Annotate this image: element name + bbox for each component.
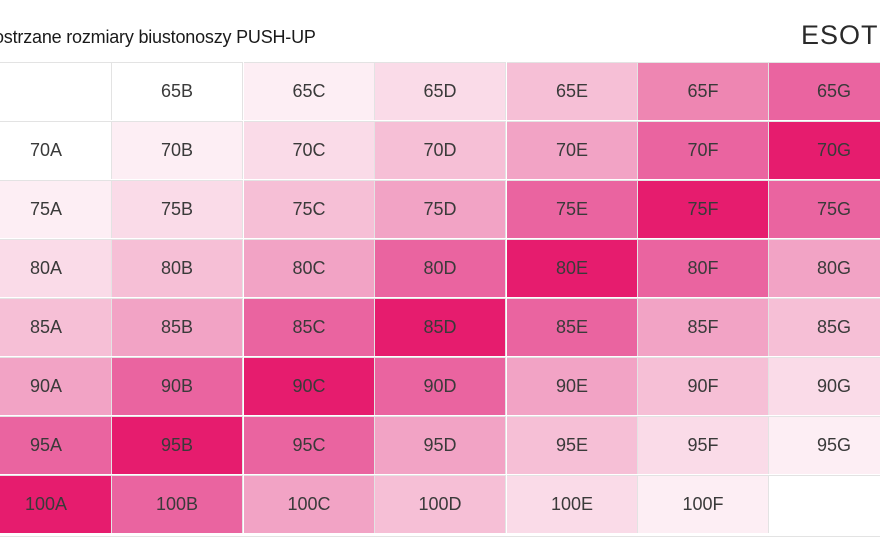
size-cell: 70F [638, 121, 769, 179]
brand-logo: ESOTIc [801, 20, 880, 51]
size-cell: 90G [769, 357, 880, 415]
header: ostrzane rozmiary biustonoszy PUSH-UP ES… [0, 0, 880, 62]
table-row: 95A 95B 95C 95D 95E 95F 95G [0, 416, 880, 475]
size-table: 65B 65C 65D 65E 65F 65G 70A 70B 70C 70D 70E 70F 70G 7… [0, 62, 880, 537]
size-cell: 95D [375, 416, 506, 474]
size-cell: 75B [112, 180, 243, 238]
table-row: 80A 80B 80C 80D 80E 80F 80G [0, 239, 880, 298]
size-cell: 100B [112, 475, 243, 533]
size-cell: 95B [112, 416, 243, 474]
size-cell: 80D [375, 239, 506, 297]
size-cell: 90C [244, 357, 375, 415]
size-cell: 100F [638, 475, 769, 533]
size-cell: 70E [507, 121, 638, 179]
table-row: 85A 85B 85C 85D 85E 85F 85G [0, 298, 880, 357]
size-cell [0, 62, 112, 120]
size-cell: 85B [112, 298, 243, 356]
size-cell: 70D [375, 121, 506, 179]
size-cell: 75G [769, 180, 880, 238]
size-cell: 65B [112, 62, 243, 120]
size-cell: 100C [244, 475, 375, 533]
size-cell: 95E [507, 416, 638, 474]
size-cell: 80B [112, 239, 243, 297]
size-cell: 100D [375, 475, 506, 533]
logo-text: ESOTI [801, 20, 880, 50]
size-cell: 80G [769, 239, 880, 297]
size-cell: 100E [507, 475, 638, 533]
size-cell: 75A [0, 180, 112, 238]
page-title: ostrzane rozmiary biustonoszy PUSH-UP [0, 27, 316, 47]
size-cell: 85G [769, 298, 880, 356]
size-cell: 90A [0, 357, 112, 415]
table-row: 70A 70B 70C 70D 70E 70F 70G [0, 121, 880, 180]
size-cell: 95F [638, 416, 769, 474]
size-cell: 90E [507, 357, 638, 415]
size-cell: 65F [638, 62, 769, 120]
size-cell: 90F [638, 357, 769, 415]
size-cell: 75E [507, 180, 638, 238]
size-cell: 70C [244, 121, 375, 179]
size-cell: 85F [638, 298, 769, 356]
size-cell: 95A [0, 416, 112, 474]
size-cell: 65C [244, 62, 375, 120]
table-row: 75A 75B 75C 75D 75E 75F 75G [0, 180, 880, 239]
size-cell: 100A [0, 475, 112, 533]
size-cell: 80E [507, 239, 638, 297]
table-row: 90A 90B 90C 90D 90E 90F 90G [0, 357, 880, 416]
size-cell: 80A [0, 239, 112, 297]
size-cell: 70G [769, 121, 880, 179]
size-cell: 65D [375, 62, 506, 120]
size-cell: 80C [244, 239, 375, 297]
size-cell: 65G [769, 62, 880, 120]
size-cell: 90B [112, 357, 243, 415]
size-cell: 75F [638, 180, 769, 238]
size-cell: 70B [112, 121, 243, 179]
size-cell: 95G [769, 416, 880, 474]
size-cell: 90D [375, 357, 506, 415]
size-cell: 85D [375, 298, 506, 356]
size-cell: 80F [638, 239, 769, 297]
size-cell: 85E [507, 298, 638, 356]
size-cell: 65E [507, 62, 638, 120]
size-cell: 75C [244, 180, 375, 238]
size-cell: 70A [0, 121, 112, 179]
size-cell: 75D [375, 180, 506, 238]
table-row: 65B 65C 65D 65E 65F 65G [0, 62, 880, 121]
size-cell: 85A [0, 298, 112, 356]
table-bottom-border [0, 536, 880, 537]
size-cell: 85C [244, 298, 375, 356]
size-cell: 95C [244, 416, 375, 474]
table-row: 100A 100B 100C 100D 100E 100F [0, 475, 880, 534]
size-cell [769, 475, 880, 533]
